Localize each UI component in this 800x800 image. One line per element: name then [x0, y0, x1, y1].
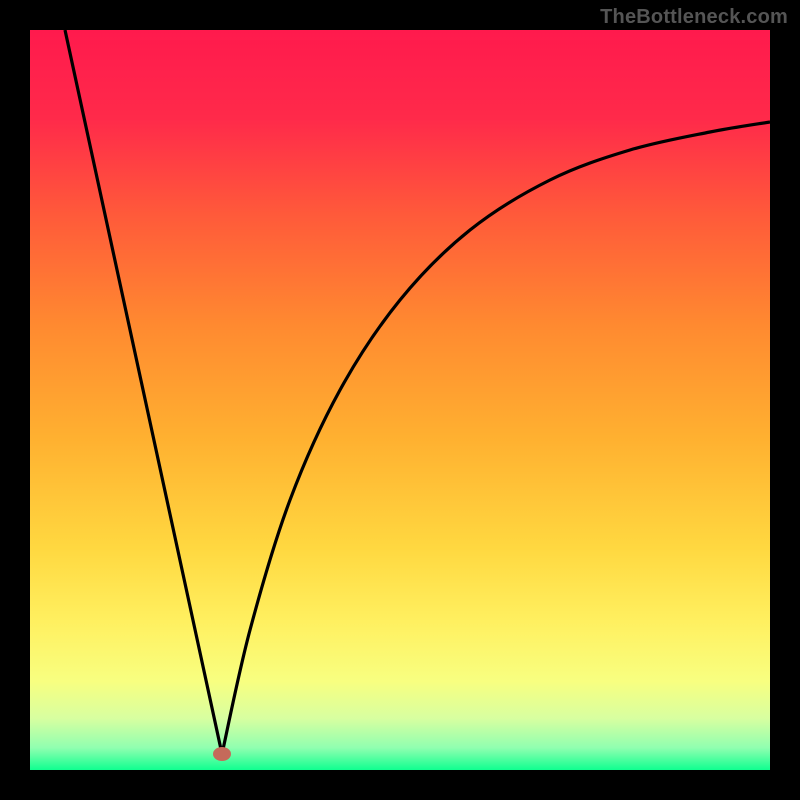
chart-frame [30, 30, 770, 770]
watermark-text: TheBottleneck.com [600, 6, 788, 29]
chart-background-gradient [30, 30, 770, 770]
